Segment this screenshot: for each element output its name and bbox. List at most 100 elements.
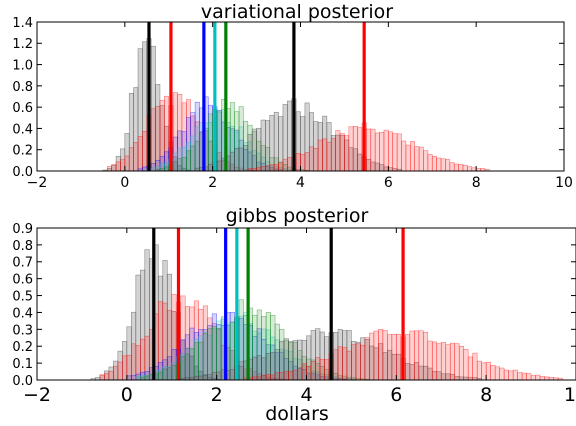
histogram-bar bbox=[256, 167, 262, 172]
histogram-bar bbox=[193, 375, 200, 381]
histogram-bar bbox=[387, 334, 393, 381]
histogram-bar bbox=[445, 344, 451, 381]
histogram-bar bbox=[405, 144, 411, 172]
histogram-bar bbox=[414, 146, 420, 172]
histogram-bar bbox=[342, 347, 348, 381]
histogram-bar bbox=[126, 375, 132, 381]
histogram-bar bbox=[317, 139, 323, 172]
histogram-bar bbox=[198, 341, 204, 381]
histogram-bar bbox=[454, 343, 460, 381]
histogram-bar bbox=[288, 370, 294, 381]
histogram-bar bbox=[319, 358, 325, 381]
x-tick-label: 0 bbox=[121, 384, 133, 406]
histogram-bar bbox=[274, 372, 280, 381]
histogram-bar bbox=[207, 328, 213, 381]
histogram-bar bbox=[297, 367, 303, 381]
plot-area: −2 0 2 4 6 8 10 0.0 0.2 0.4 0.6 0.8 1.0 1.2 1.4 bbox=[12, 16, 573, 191]
x-tick-label: −2 bbox=[27, 175, 48, 191]
histogram-bar bbox=[373, 330, 379, 381]
histogram-bar bbox=[521, 372, 527, 381]
histogram-bar bbox=[445, 159, 451, 172]
x-tick-label: 4 bbox=[300, 384, 312, 406]
histogram-bar bbox=[337, 346, 343, 381]
histogram-bar bbox=[120, 159, 126, 172]
histogram-bar bbox=[270, 374, 276, 381]
histogram-bar bbox=[462, 164, 468, 172]
histogram-bar bbox=[436, 157, 442, 172]
histogram-bar bbox=[198, 375, 204, 381]
histogram-bar bbox=[106, 166, 112, 172]
histogram-bar bbox=[273, 111, 279, 172]
y-tick-label: 1.4 bbox=[12, 16, 33, 31]
histogram-bar bbox=[409, 330, 415, 381]
histogram-bar bbox=[348, 126, 354, 172]
histogram-bar bbox=[423, 150, 429, 172]
histogram-bar bbox=[378, 329, 384, 381]
histogram-bar bbox=[396, 133, 402, 172]
histogram-bar bbox=[453, 163, 459, 172]
histogram-bar bbox=[357, 127, 363, 172]
histogram-bar bbox=[310, 360, 316, 381]
histogram-bar bbox=[418, 330, 424, 381]
histogram-bar bbox=[142, 131, 148, 172]
x-tick-label: 10 bbox=[564, 384, 576, 406]
histogram-bar bbox=[157, 371, 164, 381]
y-tick-label: 0.6 bbox=[12, 101, 33, 116]
histogram-bar bbox=[113, 365, 119, 381]
histogram-bar bbox=[322, 138, 328, 172]
histogram-bar bbox=[265, 120, 271, 172]
histogram-bar bbox=[166, 367, 173, 381]
histogram-bar bbox=[436, 343, 442, 381]
histogram-bar bbox=[308, 146, 314, 172]
histogram-bar bbox=[282, 158, 288, 172]
histogram-bar bbox=[539, 376, 545, 381]
histogram-bar bbox=[287, 156, 293, 172]
histogram-bar bbox=[122, 355, 128, 381]
y-tick-label: 0.9 bbox=[12, 222, 33, 237]
histogram-bar bbox=[133, 142, 139, 172]
y-tick-label: 1.2 bbox=[12, 37, 33, 52]
histogram-bar bbox=[364, 337, 370, 381]
histogram-bar bbox=[449, 342, 456, 381]
histogram-bar bbox=[370, 128, 376, 172]
histogram-bar bbox=[265, 165, 271, 172]
histogram-bar bbox=[481, 362, 487, 381]
histogram-bar bbox=[137, 136, 143, 172]
histogram-bar bbox=[202, 332, 208, 381]
histogram-bar bbox=[315, 357, 321, 381]
histogram-bar bbox=[260, 166, 266, 172]
histogram-bar bbox=[391, 334, 397, 381]
histogram-bar bbox=[485, 361, 491, 381]
histogram-bar bbox=[324, 359, 330, 381]
histogram-bar bbox=[278, 162, 284, 172]
histogram-bar bbox=[330, 138, 336, 172]
y-tick-label: 0.8 bbox=[12, 80, 33, 95]
histogram-bar bbox=[144, 375, 150, 381]
histogram-bar bbox=[335, 130, 341, 172]
histogram-bar bbox=[216, 371, 222, 381]
histogram-bar bbox=[128, 147, 134, 172]
histogram-bar bbox=[283, 371, 289, 381]
histogram-bar bbox=[273, 164, 279, 172]
histogram-bar bbox=[313, 147, 319, 172]
chart-title: gibbs posterior bbox=[226, 205, 369, 227]
histogram-bar bbox=[360, 344, 366, 381]
histogram-bar bbox=[499, 367, 505, 381]
y-tick-label: 1.0 bbox=[12, 59, 33, 74]
histogram-bar bbox=[396, 333, 402, 381]
y-tick-label: 0.7 bbox=[12, 256, 33, 271]
histogram-bar bbox=[181, 157, 187, 172]
y-tick-label: 0.3 bbox=[12, 323, 33, 338]
histogram-bar bbox=[346, 350, 352, 381]
histogram-bar bbox=[392, 133, 398, 172]
histogram-bar bbox=[229, 151, 235, 172]
histogram-series bbox=[247, 122, 490, 172]
histogram-bar bbox=[186, 150, 192, 172]
y-tick-label: 0.6 bbox=[12, 273, 33, 288]
histogram-bar bbox=[379, 131, 385, 172]
histogram-bar bbox=[131, 343, 137, 381]
histogram-bar bbox=[135, 376, 141, 381]
histogram-bar bbox=[211, 326, 217, 381]
y-tick-label: 0.8 bbox=[12, 239, 33, 254]
histogram-bar bbox=[530, 375, 536, 381]
